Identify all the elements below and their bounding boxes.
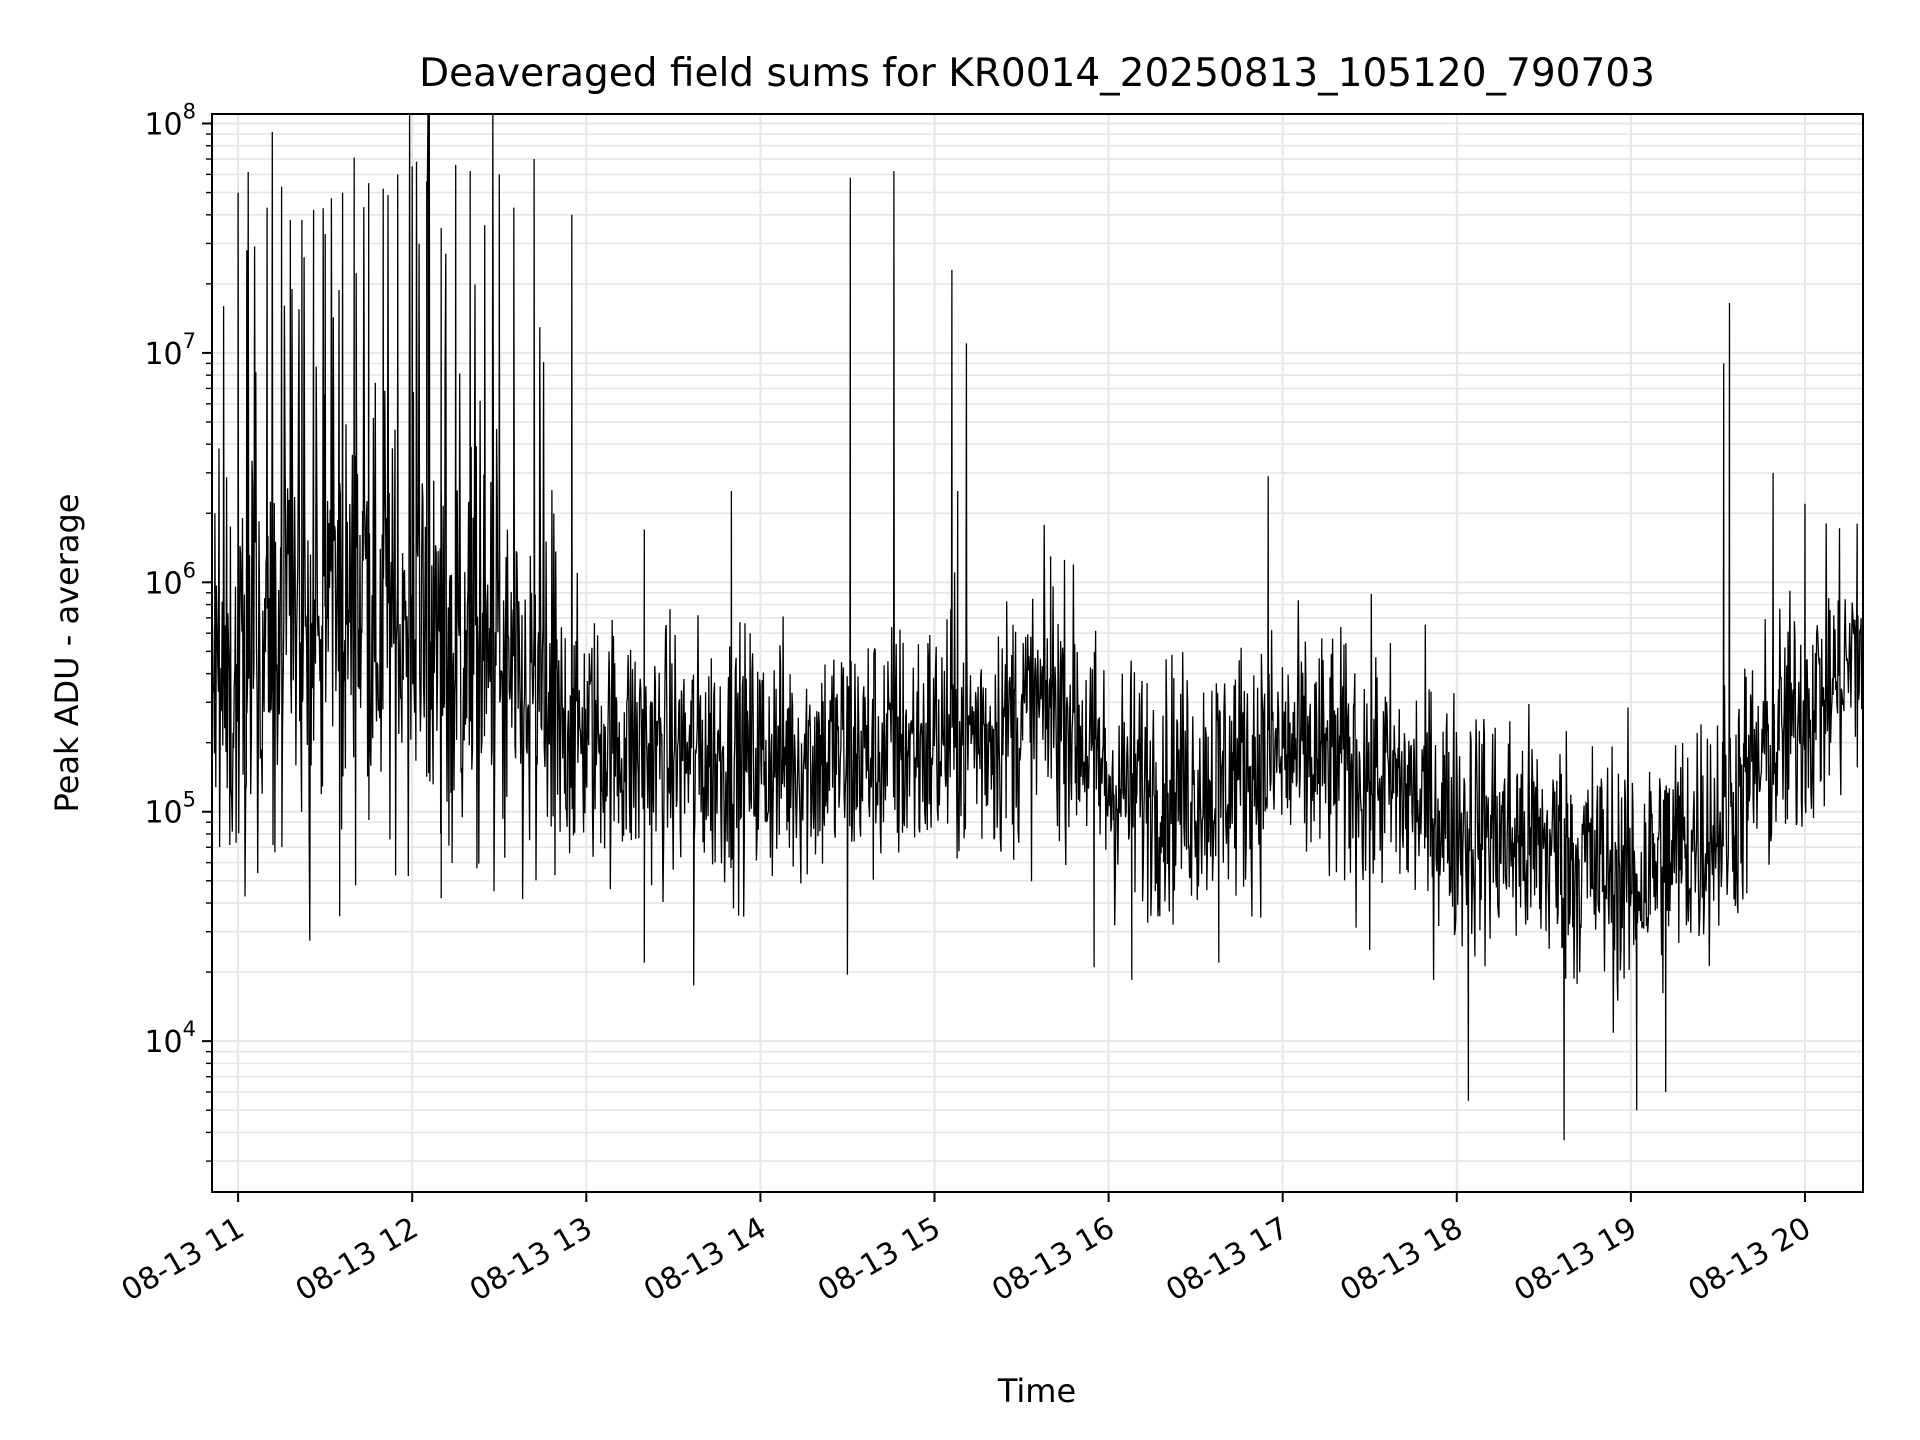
- y-tick-label: 108: [144, 99, 196, 142]
- plot-frame: [211, 113, 1864, 1193]
- y-axis: 104 105 106 107 108: [144, 99, 212, 1162]
- series-line: [211, 113, 1864, 1141]
- grid: [212, 114, 1863, 1192]
- y-tick-label: 105: [144, 788, 196, 831]
- y-tick-label: 107: [144, 329, 196, 372]
- series-path: [211, 113, 1864, 1141]
- y-tick-label: 104: [144, 1017, 196, 1060]
- y-tick-label: 106: [144, 558, 196, 601]
- chart-title: Deaveraged field sums for KR0014_2025081…: [419, 51, 1655, 96]
- y-axis-label: Peak ADU - average: [48, 494, 86, 813]
- x-axis-label: Time: [997, 1372, 1076, 1410]
